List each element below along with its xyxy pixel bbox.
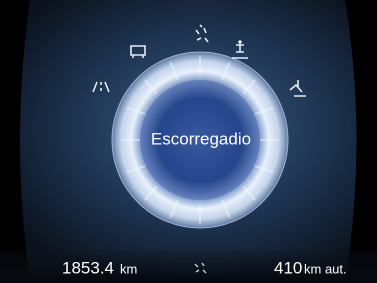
mode-label: Escorregadio [151,129,251,148]
range-unit: km aut. [304,261,347,276]
odometer-unit: km [120,261,137,276]
odometer-value: 1853.4 [62,258,114,277]
range-value: 410 [274,258,302,277]
dashboard-screen: Escorregadio 1853.4 km 410 km aut. [0,0,377,283]
page: Escorregadio 1853.4 km 410 km aut. (() =… [0,0,377,283]
